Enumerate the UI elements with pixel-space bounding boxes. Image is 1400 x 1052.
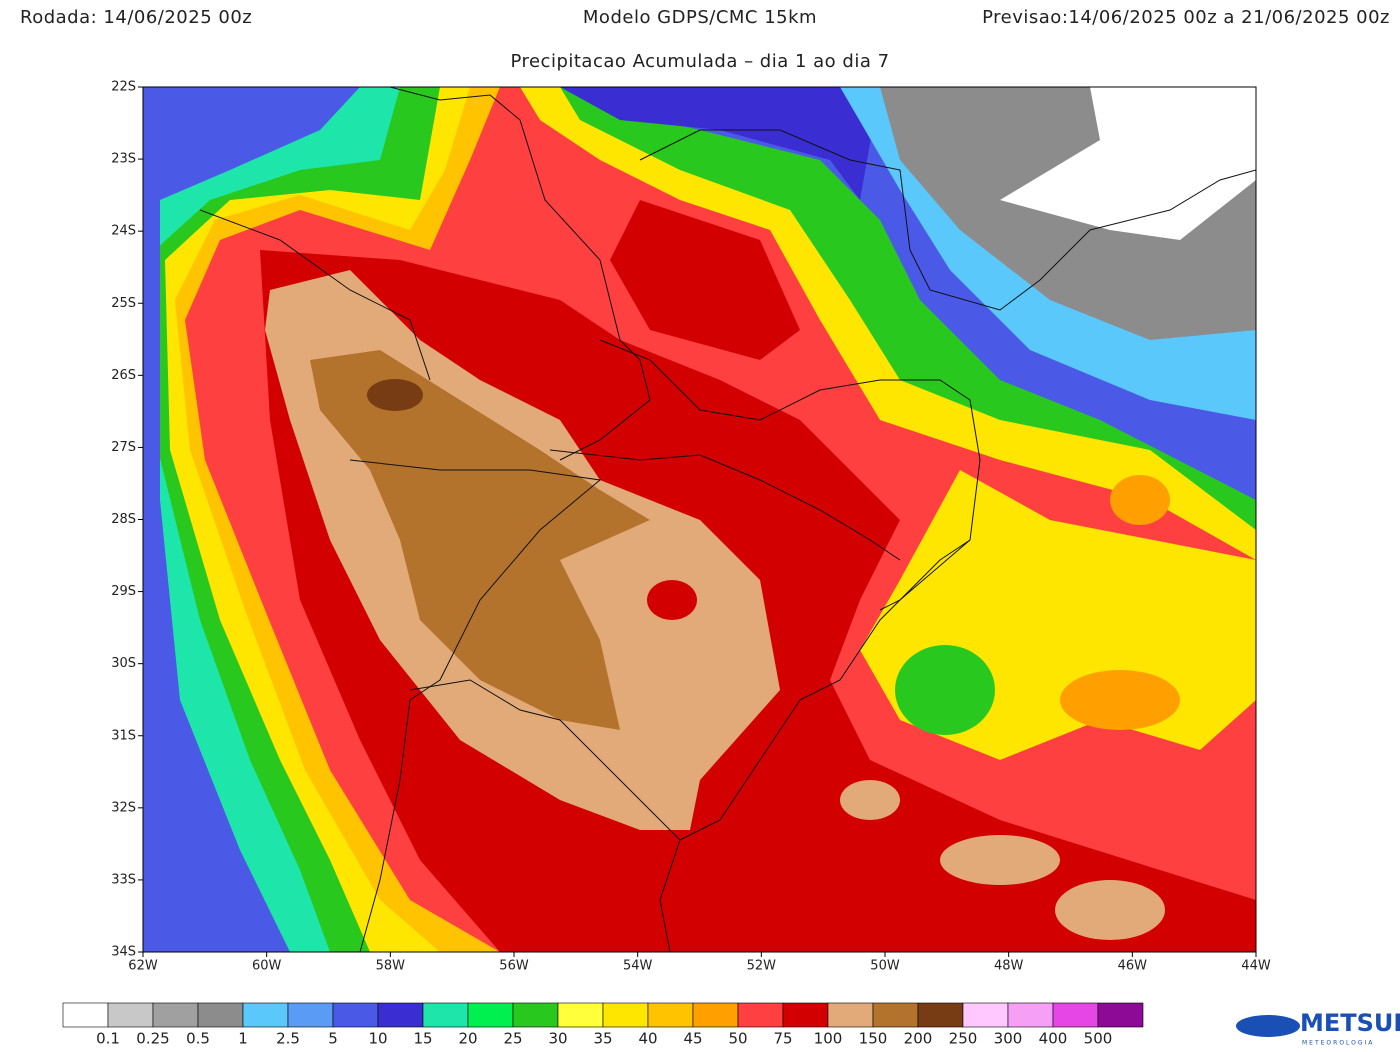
lat-tick-label: 22S <box>111 80 136 95</box>
lat-tick-label: 25S <box>111 296 136 311</box>
logo-subtext: METEOROLOGIA <box>1302 1040 1374 1047</box>
colorbar-box <box>1097 1002 1144 1028</box>
logo-globe <box>1236 1015 1300 1037</box>
colorbar-label: 0.25 <box>136 1030 169 1048</box>
colorbar-label: 75 <box>773 1030 792 1048</box>
colorbar-box <box>692 1002 739 1028</box>
lon-tick-label: 54W <box>623 959 653 974</box>
colorbar-box <box>962 1002 1009 1028</box>
colorbar-label: 300 <box>994 1030 1023 1048</box>
colorbar-label: 250 <box>949 1030 978 1048</box>
colorbar-label: 30 <box>548 1030 567 1048</box>
colorbar-label: 10 <box>368 1030 387 1048</box>
lon-tick-label: 56W <box>499 959 529 974</box>
colorbar-box <box>377 1002 424 1028</box>
lon-tick-label: 46W <box>1118 959 1148 974</box>
colorbar-box <box>782 1002 829 1028</box>
colorbar-box <box>602 1002 649 1028</box>
lat-tick-label: 34S <box>111 945 136 960</box>
lat-tick-label: 24S <box>111 224 136 239</box>
colorbar-box <box>422 1002 469 1028</box>
lat-tick-label: 32S <box>111 800 136 815</box>
colorbar-label: 500 <box>1084 1030 1113 1048</box>
lat-tick-label: 33S <box>111 872 136 887</box>
lon-tick-label: 50W <box>870 959 900 974</box>
logo-text: METSUL <box>1300 1009 1400 1037</box>
lat-tick-label: 28S <box>111 512 136 527</box>
colorbar-label: 100 <box>814 1030 843 1048</box>
colorbar-box <box>287 1002 334 1028</box>
colorbar-label: 0.1 <box>96 1030 120 1048</box>
lat-tick-label: 26S <box>111 368 136 383</box>
colorbar-box <box>917 1002 964 1028</box>
lon-tick-label: 58W <box>376 959 406 974</box>
colorbar-box <box>332 1002 379 1028</box>
colorbar-box <box>1007 1002 1054 1028</box>
forecast-label: Previsao:14/06/2025 00z a 21/06/2025 00z <box>982 7 1390 28</box>
colorbar-label: 20 <box>458 1030 477 1048</box>
lon-tick-label: 62W <box>128 959 158 974</box>
colorbar-label: 2.5 <box>276 1030 300 1048</box>
subtitle: Precipitacao Acumulada – dia 1 ao dia 7 <box>510 51 889 72</box>
lon-tick-label: 44W <box>1241 959 1271 974</box>
colorbar-label: 0.5 <box>186 1030 210 1048</box>
colorbar-label: 45 <box>683 1030 702 1048</box>
colorbar-box <box>1052 1002 1099 1028</box>
lat-tick-label: 30S <box>111 656 136 671</box>
colorbar-box <box>107 1002 154 1028</box>
colorbar-label: 50 <box>728 1030 747 1048</box>
precip-field <box>143 87 1256 952</box>
model-label: Modelo GDPS/CMC 15km <box>583 7 817 28</box>
colorbar-label: 200 <box>904 1030 933 1048</box>
colorbar-box <box>242 1002 289 1028</box>
colorbar-label: 25 <box>503 1030 522 1048</box>
colorbar-box <box>737 1002 784 1028</box>
colorbar-box <box>197 1002 244 1028</box>
colorbar-box <box>152 1002 199 1028</box>
colorbar-label: 150 <box>859 1030 888 1048</box>
colorbar-box <box>872 1002 919 1028</box>
lat-tick-label: 27S <box>111 440 136 455</box>
colorbar-label: 400 <box>1039 1030 1068 1048</box>
lat-tick-label: 31S <box>111 728 136 743</box>
colorbar-box <box>467 1002 514 1028</box>
colorbar-box <box>647 1002 694 1028</box>
lon-tick-label: 48W <box>994 959 1024 974</box>
colorbar-box <box>827 1002 874 1028</box>
lat-tick-label: 23S <box>111 152 136 167</box>
colorbar-label: 1 <box>238 1030 248 1048</box>
colorbar-label: 35 <box>593 1030 612 1048</box>
run-label: Rodada: 14/06/2025 00z <box>20 7 252 28</box>
colorbar-box <box>62 1002 109 1028</box>
colorbar-label: 15 <box>413 1030 432 1048</box>
colorbar-box <box>557 1002 604 1028</box>
colorbar-label: 40 <box>638 1030 657 1048</box>
lon-tick-label: 52W <box>747 959 777 974</box>
colorbar-label: 5 <box>328 1030 338 1048</box>
lon-tick-label: 60W <box>252 959 282 974</box>
colorbar-box <box>512 1002 559 1028</box>
lat-tick-label: 29S <box>111 584 136 599</box>
